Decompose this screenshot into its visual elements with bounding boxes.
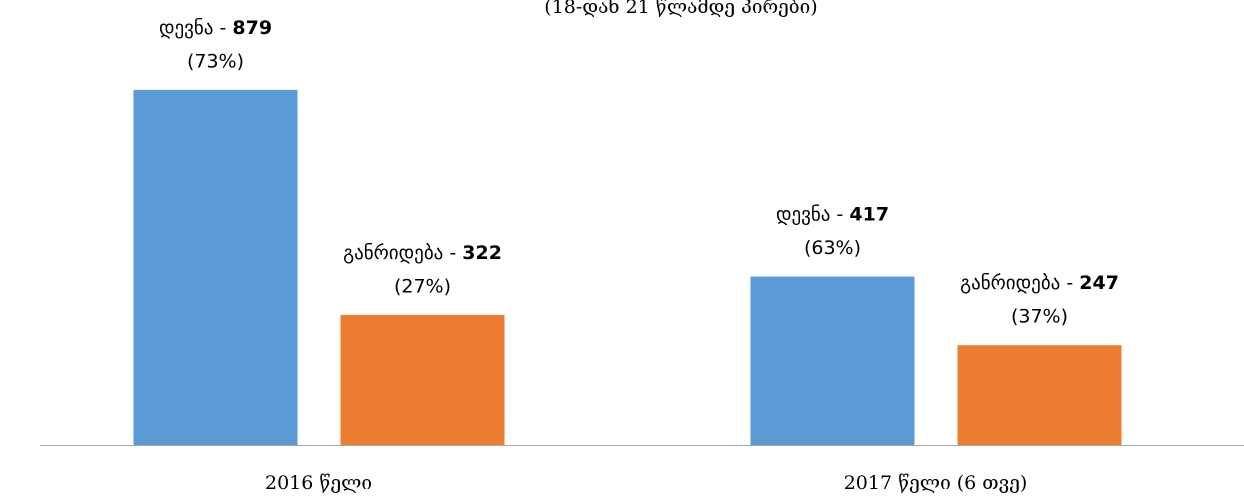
- data-label: დევნა - 879: [159, 16, 272, 38]
- data-label: განრიდება - 247: [960, 272, 1119, 294]
- bar: [750, 276, 915, 445]
- data-label: (27%): [394, 275, 451, 297]
- x-tick-label: 2016 წელი: [265, 472, 372, 494]
- data-label: განრიდება - 322: [343, 241, 502, 263]
- bar: [133, 89, 298, 445]
- data-label: (37%): [1011, 306, 1068, 328]
- data-label: (63%): [804, 237, 861, 259]
- bar: [957, 345, 1122, 445]
- chart-subtitle: (18-დან 21 წლამდე პირები): [544, 0, 817, 18]
- x-tick-label: 2017 წელი (6 თვე): [844, 472, 1028, 494]
- data-label: დევნა - 417: [776, 203, 889, 225]
- bar: [340, 314, 505, 445]
- data-label: (73%): [187, 50, 244, 72]
